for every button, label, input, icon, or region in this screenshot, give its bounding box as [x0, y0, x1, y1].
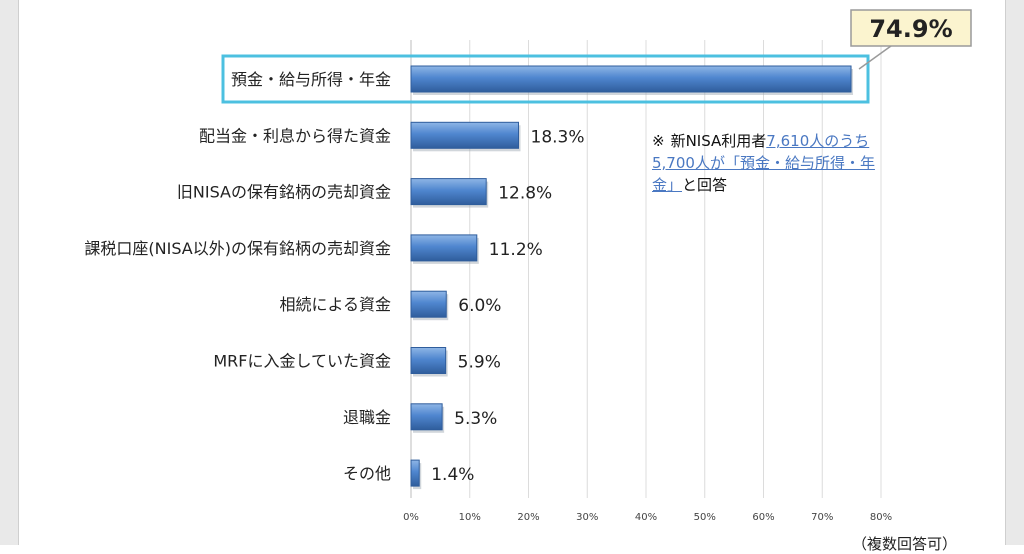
callout-box [850, 9, 972, 47]
callout-leader-line [858, 45, 892, 70]
category-label: 相続による資金 [279, 295, 391, 314]
left-border [0, 0, 18, 545]
bar [410, 65, 852, 93]
x-tick-label: 40% [635, 512, 657, 523]
category-label: 配当金・利息から得た資金 [199, 126, 391, 145]
x-tick-label: 80% [870, 512, 892, 523]
note-mark: ※ [652, 132, 665, 150]
category-label: 預金・給与所得・年金 [231, 70, 391, 89]
note-prefix: 新NISA利用者 [670, 132, 767, 150]
annotation-note: ※ 新NISA利用者7,610人のうち5,700人が「預金・給与所得・年金」と回答 [652, 130, 882, 196]
x-tick-label: 10% [459, 512, 481, 523]
value-label: 5.3% [454, 409, 497, 429]
x-tick-label: 20% [517, 512, 539, 523]
highlight-box [221, 54, 870, 104]
bar [410, 290, 447, 318]
value-label: 11.2% [489, 240, 543, 260]
bar [410, 121, 520, 149]
value-label: 5.9% [458, 353, 501, 373]
bar [410, 347, 447, 374]
x-tick-label: 70% [811, 512, 833, 523]
category-label: 退職金 [343, 408, 391, 427]
x-tick-label: 50% [694, 512, 716, 523]
right-border [1006, 0, 1024, 545]
value-label: 18.3% [531, 127, 585, 147]
right-border-line [1005, 0, 1006, 545]
left-border-line [18, 0, 19, 545]
x-tick-label: 0% [403, 512, 419, 523]
category-label: MRFに入金していた資金 [213, 352, 391, 371]
category-label: その他 [343, 464, 391, 483]
category-label: 課税口座(NISA以外)の保有銘柄の売却資金 [84, 239, 391, 258]
callout-value-label: 74.9% [869, 15, 952, 43]
category-label: 旧NISAの保有銘柄の売却資金 [177, 183, 391, 202]
note-highlight: 7,610人のうち5,700人が「預金・給与所得・年金」 [652, 132, 875, 194]
bar [410, 459, 420, 487]
value-label: 6.0% [458, 296, 501, 316]
note-suffix: と回答 [682, 176, 728, 194]
bar [410, 178, 487, 206]
value-label: 1.4% [431, 465, 474, 485]
value-label: 12.8% [498, 184, 552, 204]
bar [410, 234, 478, 262]
bar [410, 403, 443, 431]
x-tick-label: 60% [752, 512, 774, 523]
x-tick-label: 30% [576, 512, 598, 523]
multiple-answer-note: （複数回答可） [852, 535, 958, 553]
